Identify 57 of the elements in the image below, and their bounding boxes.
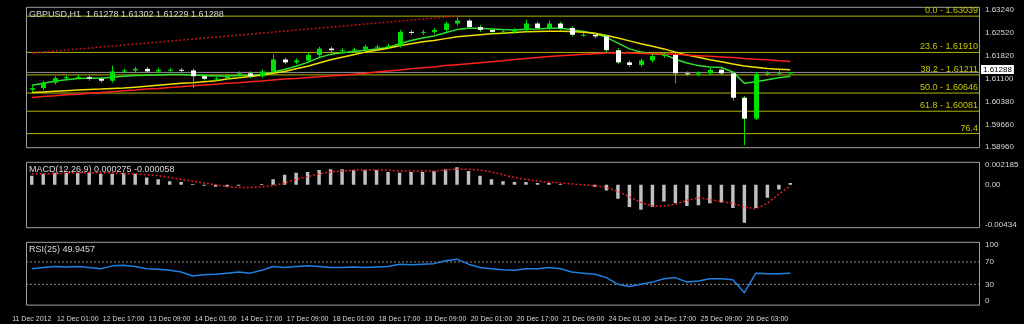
chart-title: RSI(25) 49.9457 xyxy=(29,243,96,254)
bar xyxy=(639,184,643,210)
annotation: 0.0 - 1.63039 xyxy=(924,5,978,16)
bar xyxy=(708,184,712,204)
y-tick-label: 0 xyxy=(985,296,990,306)
bar xyxy=(731,184,735,208)
bar xyxy=(409,171,413,185)
ref-line-label: 1.61288 xyxy=(983,64,1013,74)
y-tick-label: 70 xyxy=(985,257,995,267)
bar xyxy=(512,182,517,185)
y-tick-label: 1.60380 xyxy=(985,96,1015,106)
candlestick xyxy=(673,52,678,84)
bar xyxy=(455,167,459,185)
bar xyxy=(87,172,91,185)
candlestick xyxy=(191,68,196,89)
bar xyxy=(754,184,758,208)
bar xyxy=(524,182,528,185)
y-tick-label: 0.00 xyxy=(985,180,1002,190)
bar xyxy=(167,181,172,185)
bar xyxy=(294,172,298,185)
bar xyxy=(144,177,149,185)
y-tick-label: 0.002185 xyxy=(985,159,1019,169)
bar xyxy=(317,170,321,185)
bar xyxy=(271,179,275,185)
bar xyxy=(662,184,666,202)
y-tick-label: 30 xyxy=(985,279,995,289)
chart-title: GBPUSD,H1 1.61278 1.61302 1.61229 1.61288 xyxy=(29,8,224,19)
y-tick-label: 1.59660 xyxy=(985,119,1015,129)
y-tick-label: 1.58960 xyxy=(985,142,1015,152)
annotation: 38.2 - 1.61211 xyxy=(920,63,978,74)
bar xyxy=(179,182,183,185)
y-tick-label: 1.62520 xyxy=(985,28,1015,38)
bar xyxy=(340,169,344,185)
bar xyxy=(363,170,367,185)
annotation: 23.6 - 1.61910 xyxy=(919,41,978,52)
bar xyxy=(156,179,160,185)
annotation: 50.0 - 1.60646 xyxy=(919,82,978,93)
y-tick-label: 1.63240 xyxy=(985,4,1015,14)
bar xyxy=(685,184,689,207)
bar xyxy=(478,175,482,185)
bar xyxy=(133,173,137,185)
bar xyxy=(386,171,390,185)
chart-title: MACD(12,26,9) 0.000275 -0.000058 xyxy=(29,163,175,174)
annotation: 61.8 - 1.60081 xyxy=(919,100,978,111)
y-tick-label: -0.00434 xyxy=(985,220,1018,230)
y-tick-label: 1.61820 xyxy=(985,50,1015,60)
annotation: 76.4 xyxy=(960,122,978,133)
bar xyxy=(777,184,781,190)
bar xyxy=(110,173,114,185)
bar xyxy=(432,171,436,185)
bar xyxy=(489,179,494,185)
bar xyxy=(501,181,505,185)
y-tick-label: 100 xyxy=(985,240,999,250)
y-tick-label: 1.61100 xyxy=(985,73,1014,83)
candlestick xyxy=(271,53,276,74)
candlestick xyxy=(742,95,747,146)
bar xyxy=(616,184,620,199)
